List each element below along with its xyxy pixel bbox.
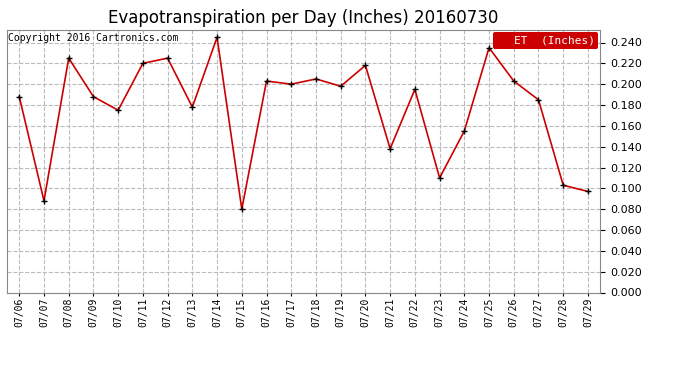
Text: Copyright 2016 Cartronics.com: Copyright 2016 Cartronics.com (8, 33, 179, 43)
Legend: ET  (Inches): ET (Inches) (493, 32, 598, 49)
Title: Evapotranspiration per Day (Inches) 20160730: Evapotranspiration per Day (Inches) 2016… (108, 9, 499, 27)
